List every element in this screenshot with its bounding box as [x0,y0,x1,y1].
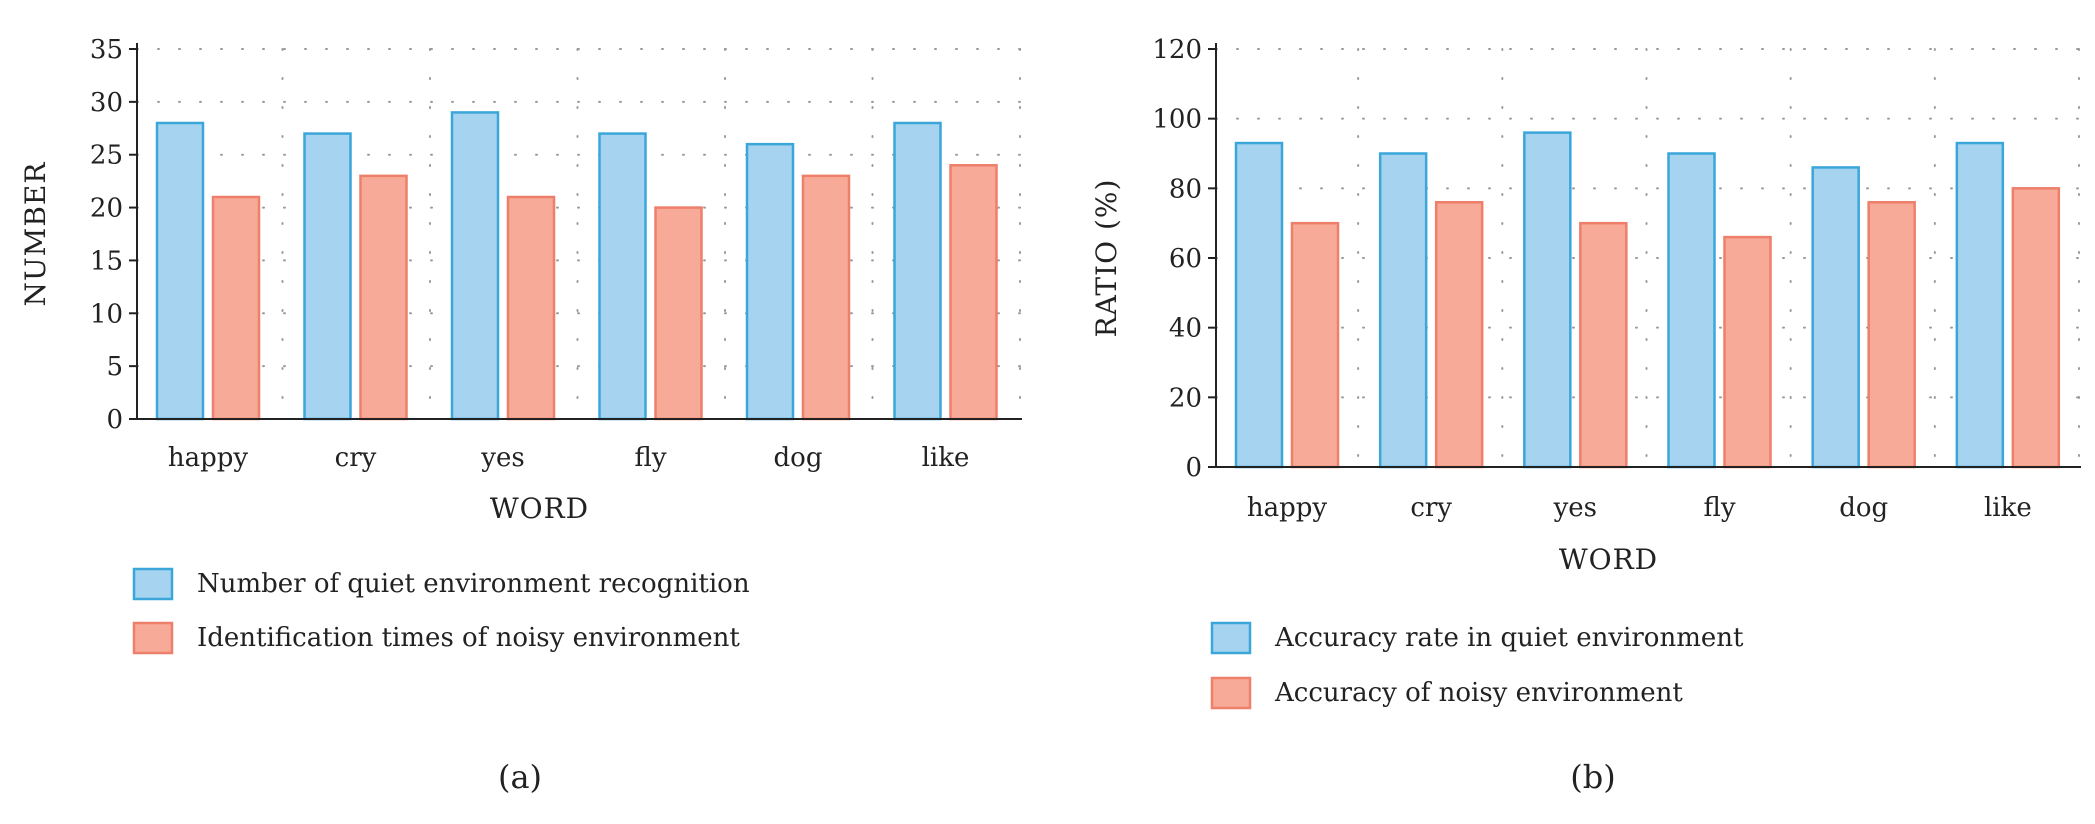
y-axis-title: NUMBER [19,162,52,307]
x-tick-label: yes [480,443,524,473]
bar-noisy-yes [1579,221,1628,469]
chart-panel-a: happy cry yes fly dog like 0 5 10 15 20 25 30 35 WORD N… [19,35,1023,796]
legend-swatch [132,621,174,655]
bar-quiet-like [893,121,942,421]
y-tick-label: 20 [1169,383,1202,413]
bar-noisy-yes [506,195,556,421]
y-axis-title: RATIO (%) [1090,179,1123,338]
bar-noisy-like [2011,187,2061,469]
bar-quiet-yes [1523,131,1572,469]
x-tick-label: like [1984,493,2032,523]
x-tick-label: happy [1247,493,1328,523]
bar-quiet-happy [1234,141,1284,469]
x-axis-title: WORD [1559,543,1658,576]
x-tick-label: like [922,443,970,473]
y-tick-label: 20 [90,194,123,224]
bar-noisy-fly [654,206,703,421]
bar-quiet-cry [303,132,352,421]
bar-noisy-cry [359,174,408,421]
y-tick-label: 35 [90,35,123,65]
y-tick-label: 25 [90,141,123,171]
x-tick-label: fly [1703,493,1735,523]
panel-label: (b) [1570,758,1615,796]
y-tick-label: 40 [1169,314,1202,344]
y-tick-label: 0 [106,405,123,435]
y-tick-label: 0 [1185,453,1202,483]
legend-swatch [1210,676,1252,710]
y-tick-label: 5 [106,352,123,382]
x-tick-label: happy [168,443,249,473]
legend-swatch [132,567,174,601]
bar-noisy-cry [1434,201,1484,469]
bar-quiet-dog [745,142,795,421]
bar-quiet-like [1955,141,2005,469]
bar-quiet-dog [1811,166,1860,469]
bar-noisy-dog [1867,201,1916,469]
x-tick-label: dog [1839,493,1888,523]
legend-swatch [1210,621,1252,655]
y-tick-label: 80 [1169,174,1202,204]
chart-panel-b: happy cry yes fly dog like 0 20 40 60 80 100 120 WORD… [1090,35,2082,796]
y-tick-label: 15 [90,246,123,276]
y-tick-label: 120 [1152,35,1202,65]
x-tick-label: yes [1553,493,1597,523]
y-tick-label: 60 [1169,244,1202,274]
x-tick-label: cry [335,443,377,473]
bar-noisy-happy [1290,221,1340,469]
panel-label: (a) [498,758,542,796]
bar-quiet-yes [450,111,500,421]
bar-noisy-happy [211,195,261,421]
y-tick-label: 30 [90,88,123,118]
legend-label: Number of quiet environment recognition [197,569,750,599]
bar-quiet-fly [1667,152,1716,469]
y-tick-label: 10 [90,299,123,329]
x-tick-label: fly [634,443,666,473]
bar-noisy-fly [1723,235,1772,469]
bar-quiet-fly [598,132,647,421]
legend-label: Identification times of noisy environmen… [197,623,740,653]
x-tick-label: cry [1410,493,1452,523]
x-tick-label: dog [774,443,823,473]
legend-label: Accuracy of noisy environment [1274,678,1683,708]
bar-quiet-cry [1378,152,1428,469]
bar-quiet-happy [155,121,205,421]
bar-noisy-like [949,164,998,421]
y-tick-label: 100 [1152,105,1202,135]
x-axis-title: WORD [490,492,589,525]
legend-label: Accuracy rate in quiet environment [1274,623,1744,653]
bar-noisy-dog [801,174,851,421]
